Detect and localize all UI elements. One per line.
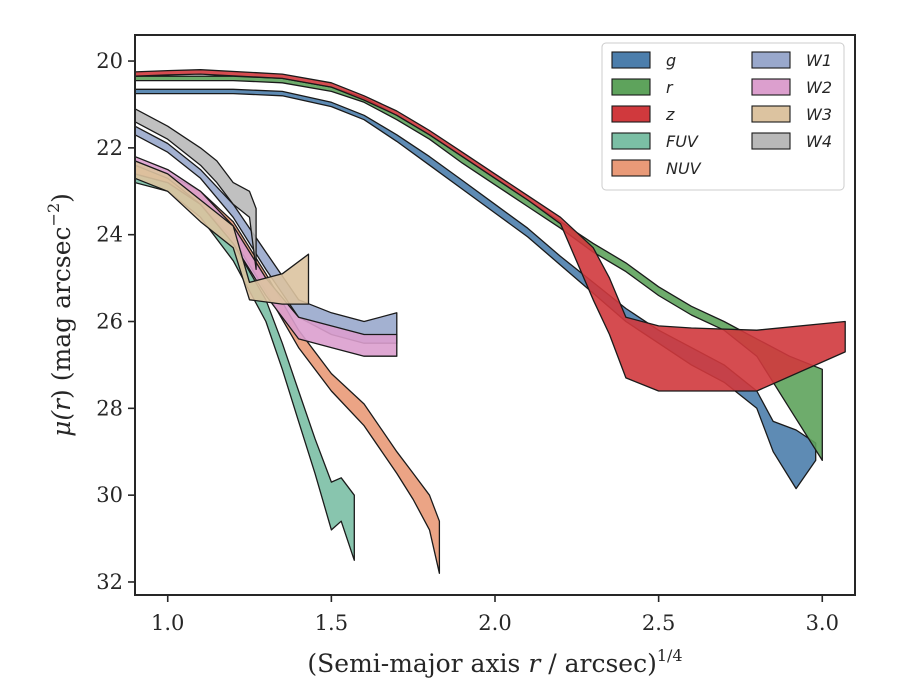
legend-swatch [751,105,791,123]
series-layer [135,69,846,574]
legend: grz FUV NUV W1 W2 W3 W4 [601,42,845,191]
y-tick-label: 20 [96,49,123,73]
x-tick-label: 1.0 [151,611,184,635]
legend-label: W4 [806,132,832,151]
y-tick-label: 28 [96,396,123,420]
legend-swatch [611,78,651,96]
legend-label: g [666,51,676,70]
legend-item-w4: W4 [751,132,832,151]
legend-label: z [665,105,675,124]
legend-label: r [666,78,674,97]
x-axis-label: (Semi-major axis r / arcsec)1/4 [307,646,682,678]
x-tick-label: 2.0 [478,611,511,635]
legend-swatch [611,132,651,150]
y-tick-label: 22 [96,136,123,160]
legend-label: FUV [666,132,699,151]
series-band-w3 [135,160,310,305]
y-tick-label: 32 [96,570,123,594]
legend-swatch [751,132,791,150]
y-tick-label: 30 [96,483,123,507]
y-tick-label: 24 [96,223,123,247]
legend-item-fuv: FUV [611,132,699,151]
legend-label: W1 [806,51,832,70]
y-axis-label: μ(r) (mag arcsec−2) [44,193,76,437]
legend-item-nuv: NUV [611,159,702,178]
legend-label: W3 [806,105,832,124]
legend-swatch [751,51,791,69]
series-band-w4 [135,108,257,271]
legend-item-w2: W2 [751,78,832,97]
legend-item-r: r [611,78,674,97]
legend-item-w3: W3 [751,105,832,124]
y-tick-label: 26 [96,310,123,334]
x-tick-label: 1.5 [315,611,348,635]
legend-item-g: g [611,51,676,70]
legend-label: W2 [806,78,832,97]
legend-swatch [611,159,651,177]
x-tick-label: 3.0 [806,611,839,635]
legend-swatch [611,51,651,69]
legend-label: NUV [666,159,702,178]
legend-item-z: z [611,105,675,124]
legend-swatch [611,105,651,123]
x-tick-label: 2.5 [642,611,675,635]
series-band-g [135,88,817,490]
legend-item-w1: W1 [751,51,832,70]
series-band-z [135,69,846,392]
axes-layer: 1.0 1.5 2.0 2.5 3.0 20 22 24 26 28 30 32 [96,49,839,635]
legend-swatch [751,78,791,96]
